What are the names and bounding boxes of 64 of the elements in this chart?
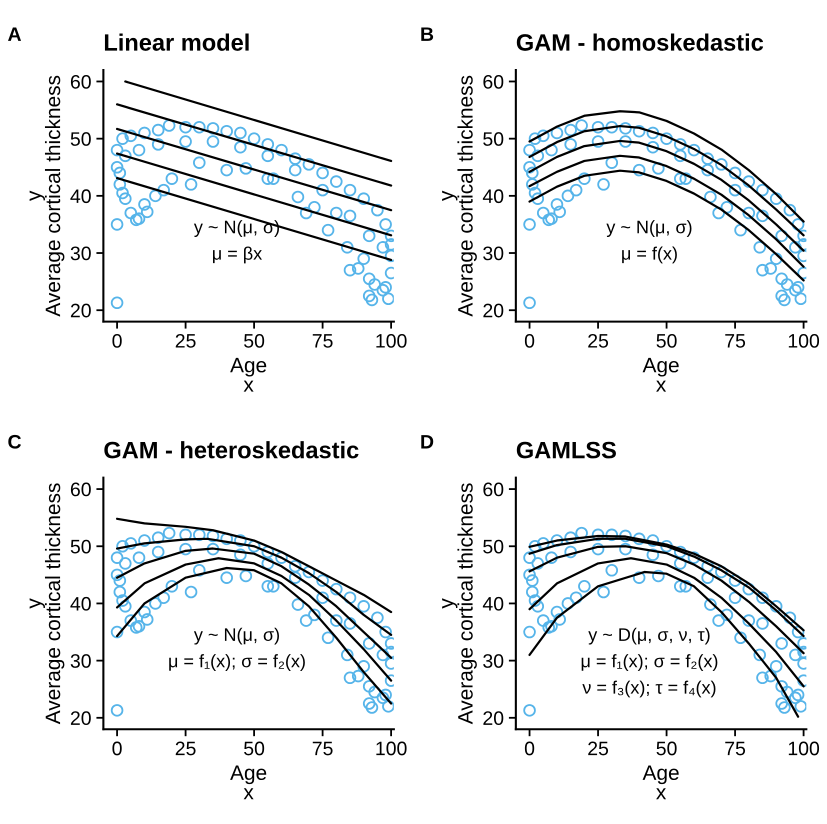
x-tick-label: 25	[176, 334, 196, 348]
annotation: y ~ D(μ, σ, ν, τ)	[588, 628, 710, 645]
chart-title: GAM - heteroskedastic	[104, 441, 359, 458]
annotation: y ~ N(μ, σ)	[194, 628, 279, 645]
x-tick-label: 75	[312, 334, 333, 348]
x-tick-label: 0	[524, 334, 534, 348]
x-tick-label: 75	[725, 334, 746, 348]
y-axis-title: y Average cortical thickness	[442, 76, 477, 317]
text: C	[8, 434, 22, 449]
annotation: μ = f₁(x); σ = f₂(x)	[582, 654, 718, 671]
y-tick-label: 20	[70, 711, 91, 726]
annotation: y ~ N(μ, σ)	[606, 220, 692, 237]
x-tick-label: 100	[788, 334, 820, 348]
annotation: μ = f₁(x); σ = f₂(x)	[169, 654, 305, 671]
x-tick-label: 50	[244, 742, 264, 756]
y-tick-label: 40	[70, 189, 91, 204]
y-tick-label: 60	[483, 74, 504, 89]
y-tick-label: 50	[483, 540, 504, 554]
y-tick-label: 20	[70, 304, 91, 318]
y-tick-label: 40	[482, 596, 504, 611]
chart-title: GAMLSS	[516, 442, 616, 458]
x-tick-label: 50	[656, 334, 677, 348]
chart-title: GAM - homoskedastic	[516, 33, 764, 51]
x-tick-label: 75	[725, 742, 746, 756]
annotation: μ = f(x)	[622, 246, 677, 264]
x-tick-label: 0	[112, 742, 122, 756]
y-tick-label: 30	[483, 246, 504, 260]
text: D	[421, 435, 434, 448]
x-tick-label: 0	[524, 742, 534, 756]
y-tick-label: 50	[70, 132, 91, 146]
y-tick-label: 30	[70, 654, 91, 668]
annotation: μ = βx	[213, 246, 262, 264]
x-tick-label: 50	[244, 334, 264, 348]
x-axis-title: Age x	[230, 765, 266, 800]
x-tick-label: 25	[588, 334, 608, 348]
text: A	[8, 27, 22, 41]
x-axis-title: Age x	[642, 765, 679, 800]
x-tick-label: 100	[788, 742, 820, 756]
x-tick-label: 0	[112, 334, 122, 348]
y-tick-label: 40	[482, 189, 504, 204]
y-axis-title: y Average cortical thickness	[30, 483, 64, 724]
y-tick-label: 60	[70, 482, 91, 496]
x-tick-label: 25	[176, 742, 196, 756]
x-tick-label: 100	[376, 742, 407, 756]
x-axis-title: Age x	[230, 358, 266, 392]
chart-title: Linear model	[104, 33, 249, 51]
y-tick-label: 30	[70, 246, 91, 260]
y-axis-title: y Average cortical thickness	[442, 483, 477, 724]
y-tick-label: 40	[70, 596, 91, 611]
y-tick-label: 20	[483, 304, 504, 318]
y-tick-label: 20	[483, 711, 504, 726]
x-tick-label: 100	[376, 334, 407, 348]
x-axis-title: Age x	[642, 358, 679, 392]
x-tick-label: 75	[312, 742, 333, 756]
text: B	[421, 27, 434, 41]
y-axis-title: y Average cortical thickness	[30, 76, 64, 317]
y-tick-label: 60	[483, 482, 504, 496]
y-tick-label: 60	[70, 74, 91, 89]
x-tick-label: 25	[588, 742, 608, 756]
annotation: ν = f₃(x); τ = f₄(x)	[582, 680, 716, 698]
y-tick-label: 50	[483, 132, 504, 146]
x-tick-label: 50	[656, 742, 677, 756]
y-tick-label: 30	[483, 654, 504, 668]
y-tick-label: 50	[70, 540, 91, 554]
